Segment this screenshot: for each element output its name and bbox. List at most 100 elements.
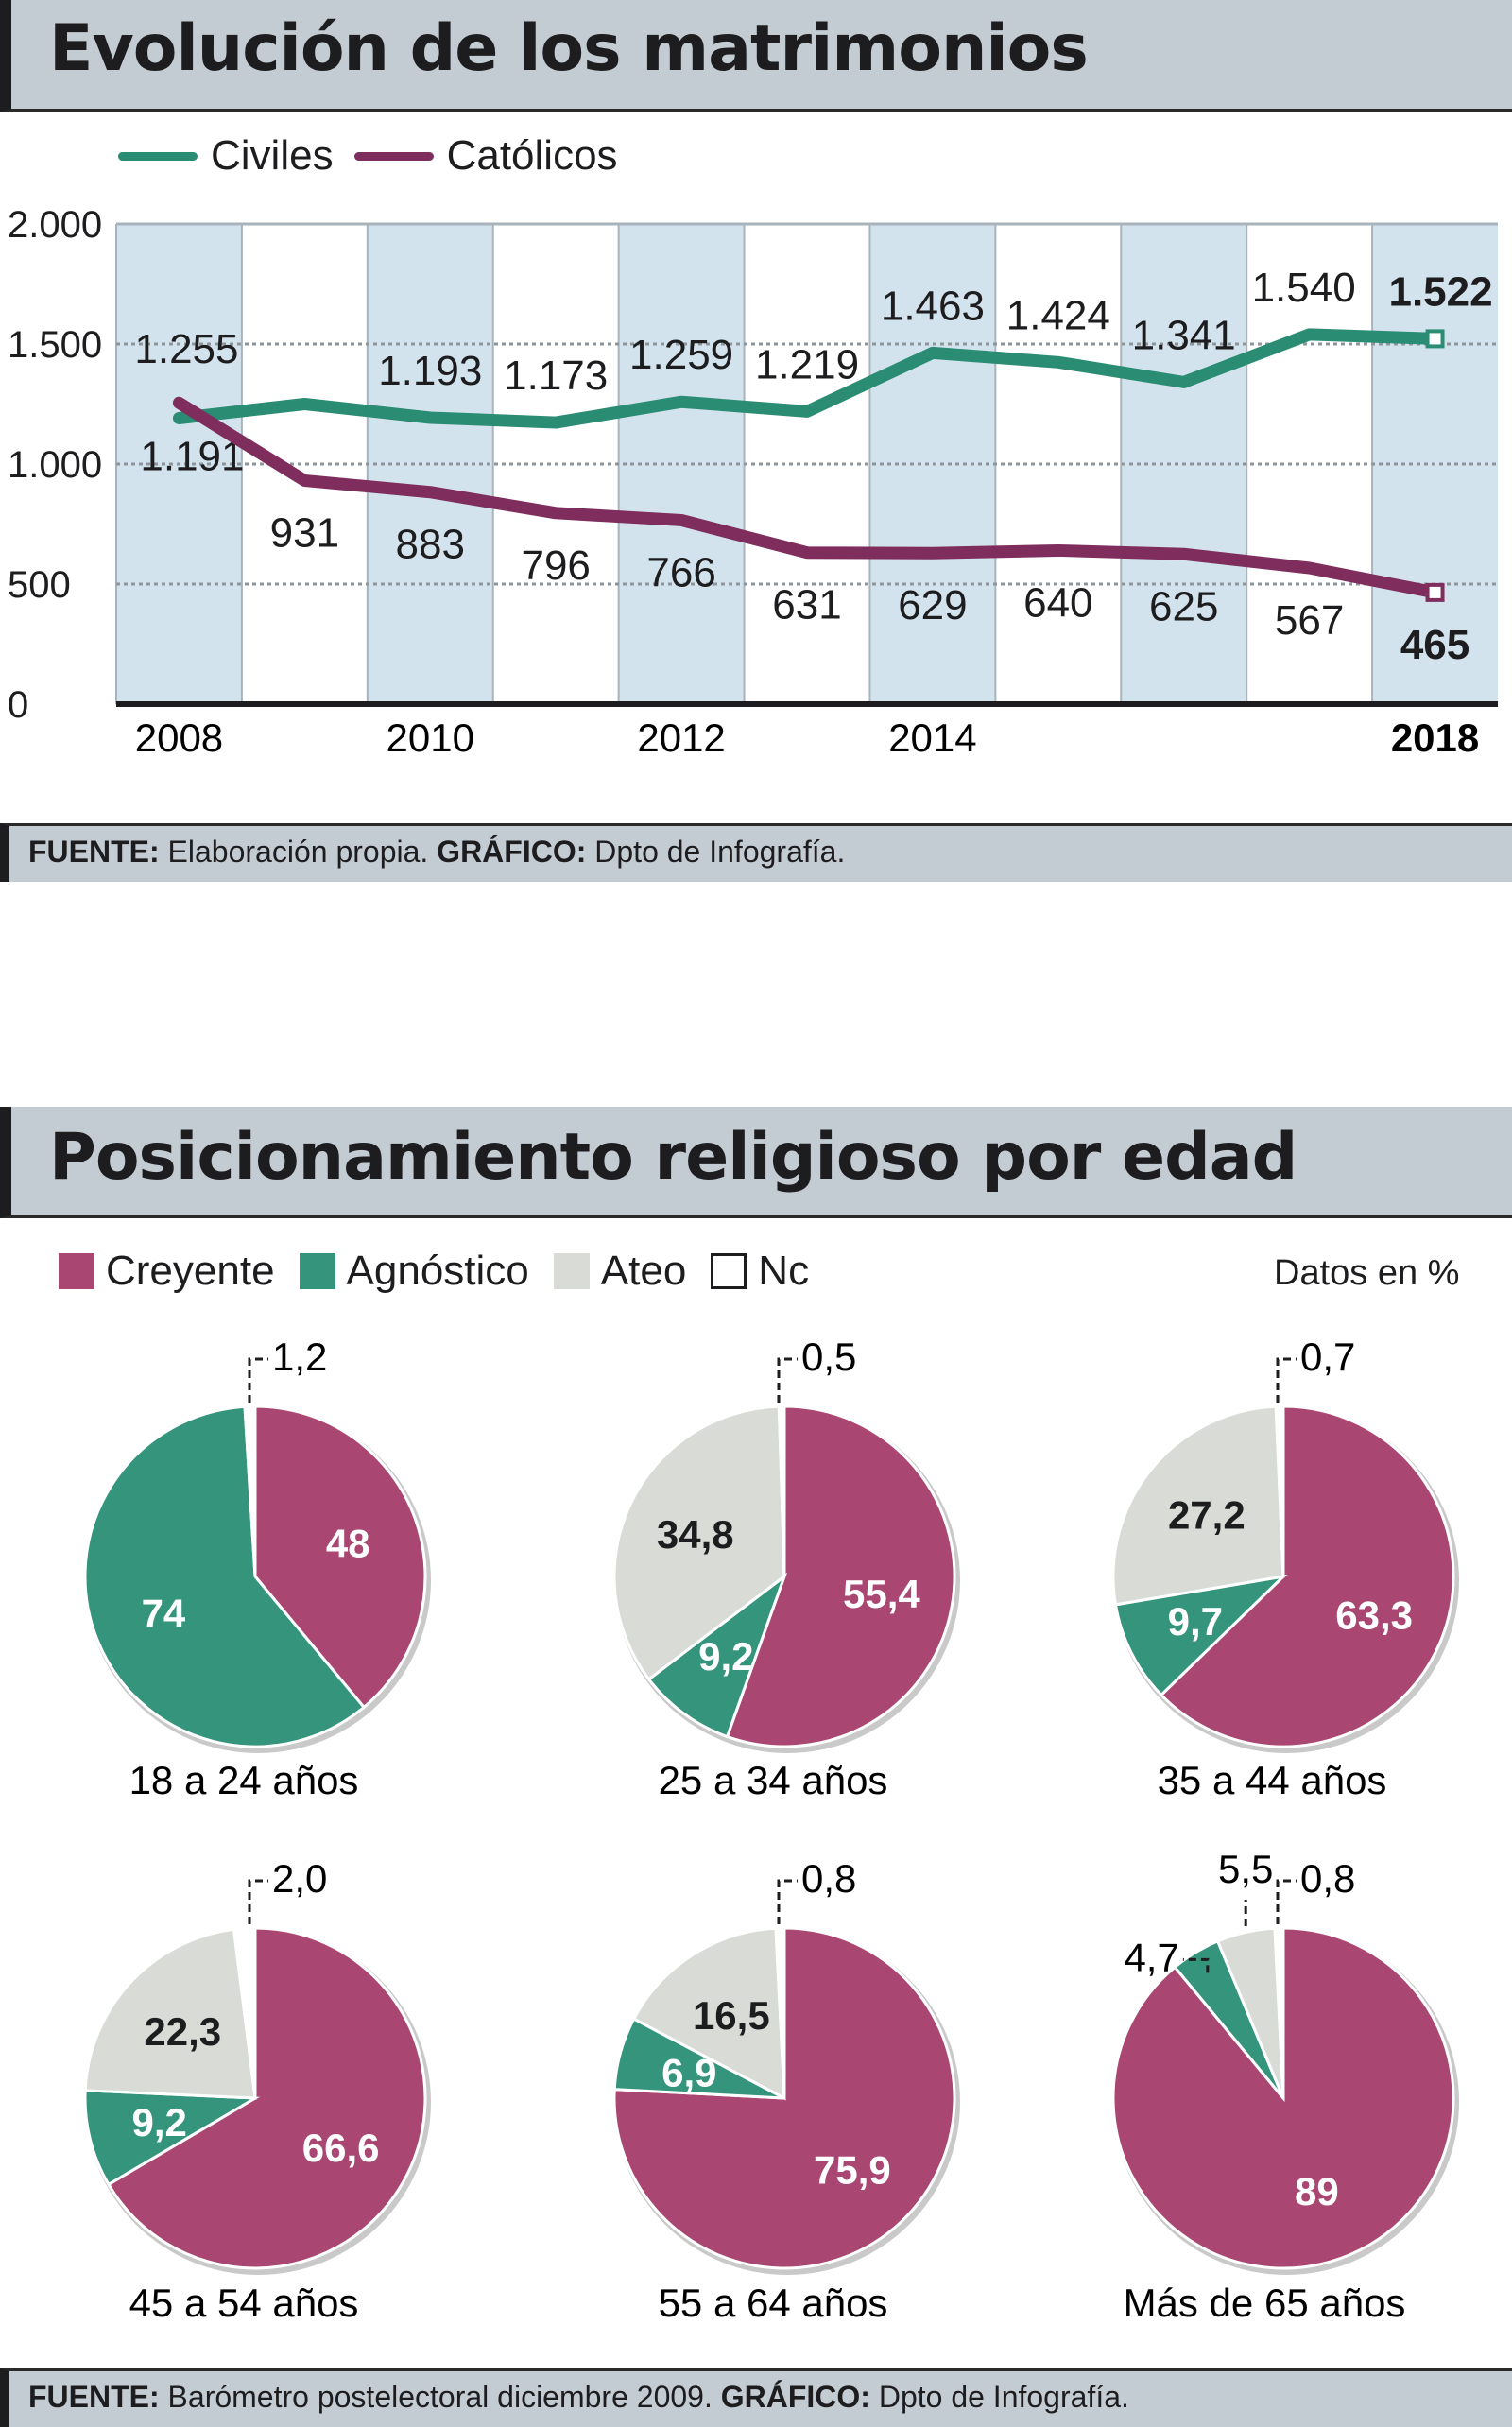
pie-slice-creyente: [106, 1926, 427, 2270]
graphic-label: GRÁFICO:: [720, 2380, 870, 2414]
pie-slice-nc: [774, 1926, 786, 2099]
graphic-text: Dpto de Infografía.: [586, 835, 846, 869]
legend-agnostico: Agnóstico: [346, 1248, 529, 1294]
graphic-text: Dpto de Infografía.: [869, 2380, 1129, 2414]
data-label: 1.341: [1132, 312, 1236, 358]
pie-shadow: [1113, 1929, 1459, 2275]
callout-leader: [1182, 1957, 1210, 1973]
pie-slice-ateo: [1111, 1404, 1285, 1607]
data-label: 796: [521, 542, 590, 589]
legend-nc-swatch: [711, 1253, 747, 1289]
y-tick-label: 1.000: [8, 444, 102, 486]
legend-creyente: Creyente: [106, 1248, 275, 1294]
x-tick-label: 2014: [888, 715, 976, 760]
slice-label: 22,3: [144, 2009, 221, 2054]
legend-catolicos-swatch: [353, 151, 434, 161]
pie-slice-agnóstico: [612, 2017, 785, 2100]
source-text: Barómetro postelectoral diciembre 2009.: [159, 2380, 721, 2414]
pie-slice-nc: [243, 1404, 257, 1577]
slice-label: 89: [1295, 2169, 1339, 2213]
callout-label: 0,5: [801, 1335, 856, 1379]
callout-label: 0,7: [1300, 1335, 1355, 1379]
pie-slice-ateo: [612, 1404, 786, 1681]
slice-label: 34,8: [657, 1512, 734, 1557]
callout-leader: [777, 1879, 798, 1924]
pie-slice-ateo: [631, 1926, 786, 2101]
line-chart: 2.000 1.500 1.000 500 0 2008 2010 2012 2014 2018 1…: [8, 204, 1498, 760]
pie-shadow: [1113, 1407, 1459, 1753]
data-label: 1.522: [1388, 268, 1492, 315]
data-label: 1.173: [504, 353, 608, 399]
chart1-title: Evolución de los matrimonios: [49, 11, 1089, 86]
chart2-title-bar: Posicionamiento religioso por edad: [0, 1107, 1512, 1218]
legend-civiles-swatch: [118, 151, 198, 161]
callout-leader: [248, 1879, 268, 1924]
slice-label: 74: [142, 1591, 186, 1635]
pie-slice-agnóstico: [83, 1404, 367, 1748]
slice-label: 66,6: [302, 2126, 380, 2170]
pie-slice-creyente: [1111, 1926, 1455, 2270]
pie-slice-creyente: [1159, 1404, 1455, 1748]
y-tick-label: 0: [8, 684, 28, 726]
data-label: 1.463: [881, 283, 985, 329]
legend-civiles: Civiles: [211, 132, 334, 179]
pie-slice-ateo: [83, 1927, 257, 2100]
pie-age-label: 25 a 34 años: [659, 1758, 888, 1802]
legend-agnostico-swatch: [299, 1253, 335, 1289]
pie-age-label: 45 a 54 años: [129, 2281, 359, 2325]
callout-leader: [1276, 1357, 1297, 1403]
data-label: 883: [396, 522, 465, 568]
legend-ateo: Ateo: [600, 1248, 687, 1294]
pie-slice-creyente: [253, 1404, 427, 1710]
x-tick-label: 2012: [637, 715, 725, 760]
pie-slice-nc: [1273, 1926, 1285, 2099]
data-label: 1.259: [629, 332, 733, 378]
callout-leader: [1276, 1879, 1297, 1924]
chart2-title: Posicionamiento religioso por edad: [49, 1120, 1297, 1195]
y-tick-label: 2.000: [8, 204, 102, 246]
slice-label: 55,4: [843, 1572, 920, 1616]
callout-label: 2,0: [272, 1856, 327, 1901]
pie-slice-nc: [232, 1926, 257, 2099]
legend-ateo-swatch: [553, 1253, 590, 1289]
pie-slice-agnóstico: [1113, 1574, 1288, 1697]
data-label: 465: [1400, 622, 1469, 668]
callout-label: 1,2: [272, 1335, 327, 1379]
pie-slice-creyente: [612, 1926, 956, 2270]
end-marker: [1425, 582, 1445, 602]
data-label: 567: [1275, 597, 1344, 644]
source-text: Elaboración propia.: [159, 835, 438, 869]
legend-nc: Nc: [758, 1248, 810, 1294]
end-marker: [1425, 329, 1445, 349]
series-line-catolicos: [172, 396, 1442, 599]
slice-label: 9,7: [1168, 1599, 1223, 1644]
slice-label: 6,9: [662, 2050, 716, 2094]
data-label: 1.540: [1252, 265, 1356, 311]
legend-catolicos: Católicos: [446, 132, 618, 179]
pie-slice-agnóstico: [646, 1572, 788, 1739]
pie-slice-creyente: [725, 1404, 956, 1748]
pie-age-label: 35 a 44 años: [1158, 1758, 1387, 1802]
legend-creyente-swatch: [59, 1253, 94, 1289]
slice-label: 48: [326, 1522, 370, 1566]
y-tick-label: 500: [8, 564, 71, 606]
source-bar-2: FUENTE: Barómetro postelectoral diciembr…: [0, 2368, 1512, 2427]
callout-leader: [248, 1357, 268, 1403]
chart2-legend: Creyente Agnóstico Ateo Nc: [59, 1248, 809, 1295]
pie-slice-ateo: [1215, 1926, 1285, 2099]
pie-age-label: Más de 65 años: [1124, 2281, 1406, 2325]
pie-slice-nc: [1274, 1404, 1285, 1577]
source-label: FUENTE:: [28, 835, 160, 869]
pie-shadow: [614, 1929, 960, 2275]
series-line-civiles: [172, 328, 1442, 429]
pie-slice-agnóstico: [83, 2089, 261, 2187]
pie-age-label: 18 a 24 años: [129, 1758, 359, 1802]
slice-label: 9,2: [131, 2100, 186, 2144]
y-tick-label: 1.500: [8, 324, 102, 366]
callout-leader: [777, 1357, 798, 1403]
slice-label: 27,2: [1168, 1492, 1246, 1537]
data-label: 625: [1149, 583, 1218, 629]
data-label: 640: [1023, 579, 1092, 626]
data-label: 931: [270, 510, 339, 557]
data-label: 766: [646, 549, 715, 595]
